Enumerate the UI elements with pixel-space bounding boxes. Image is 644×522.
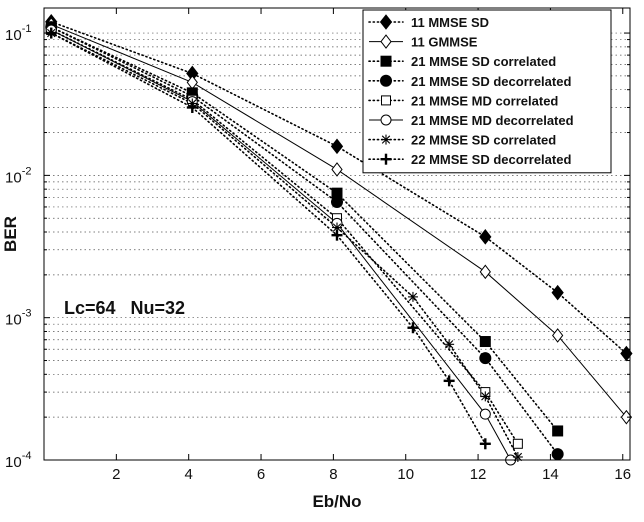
legend-marker [380,55,392,67]
legend-marker [379,14,393,30]
y-tick-base: 10 [5,454,22,471]
data-point [479,229,492,245]
legend-marker [380,74,392,87]
legend-marker [381,134,391,145]
y-tick-base: 10 [5,27,22,44]
x-tick-label: 16 [614,466,631,483]
data-point [480,391,491,402]
x-tick-label: 12 [470,466,487,483]
legend-marker [381,95,391,106]
data-point [330,138,344,155]
data-point [552,328,564,343]
x-tick-label: 14 [542,466,559,483]
y-axis-label: BER [1,216,20,252]
legend-label: 21 MMSE SD decorrelated [411,74,571,89]
data-point [407,291,418,302]
x-tick-label: 10 [397,466,414,483]
data-point [443,375,455,387]
legend-label: 21 MMSE MD correlated [411,93,558,108]
data-point [331,229,343,241]
data-point [552,425,564,437]
legend-label: 21 MMSE MD decorrelated [411,113,574,128]
y-tick-label: 10-2 [5,165,31,186]
y-tick-exponent: -1 [22,23,32,35]
y-tick-base: 10 [5,312,22,329]
data-point [551,284,564,301]
series-line-8 [50,32,487,445]
x-tick-label: 6 [257,466,265,483]
plot-frame [43,7,631,461]
data-point [407,322,419,334]
data-point [186,101,198,113]
x-tick-label: 8 [329,466,337,483]
chart-annotation: Lc=64 Nu=32 [64,298,185,318]
series-line-1 [50,20,628,355]
y-tick-label: 10-3 [5,308,31,329]
y-tick-exponent: -3 [22,308,32,320]
data-point [444,339,455,350]
data-point [479,438,491,450]
legend-label: 22 MMSE SD correlated [411,133,556,148]
y-tick-label: 10-1 [5,23,31,44]
data-point [512,438,523,449]
y-tick-exponent: -4 [22,450,32,462]
legend-label: 11 MMSE SD [411,15,489,30]
data-point [479,336,491,348]
x-tick-label: 4 [185,466,193,483]
data-point [331,195,343,208]
legend-marker [380,153,392,165]
legend-marker [380,34,392,49]
legend: 11 MMSE SD 11 GMMSE 21 MMSE SD correlated 2… [362,9,612,174]
data-point [479,352,492,365]
y-tick-exponent: -2 [22,165,32,177]
legend-label: 11 GMMSE [411,35,478,50]
x-axis-label: Eb/No [312,492,361,511]
y-tick-label: 10-4 [5,450,31,471]
marker-layer [45,13,633,466]
y-tick-base: 10 [5,169,22,186]
data-point [551,448,564,461]
series-line-2 [51,23,627,418]
data-point [479,408,491,420]
legend-label: 21 MMSE SD correlated [411,54,556,69]
x-tick-label: 2 [112,466,120,483]
data-point [331,187,343,199]
legend-label: 22 MMSE SD decorrelated [411,152,571,167]
legend-marker [380,114,392,126]
data-point [479,264,491,280]
legend-box [362,9,612,174]
data-point [331,162,343,177]
